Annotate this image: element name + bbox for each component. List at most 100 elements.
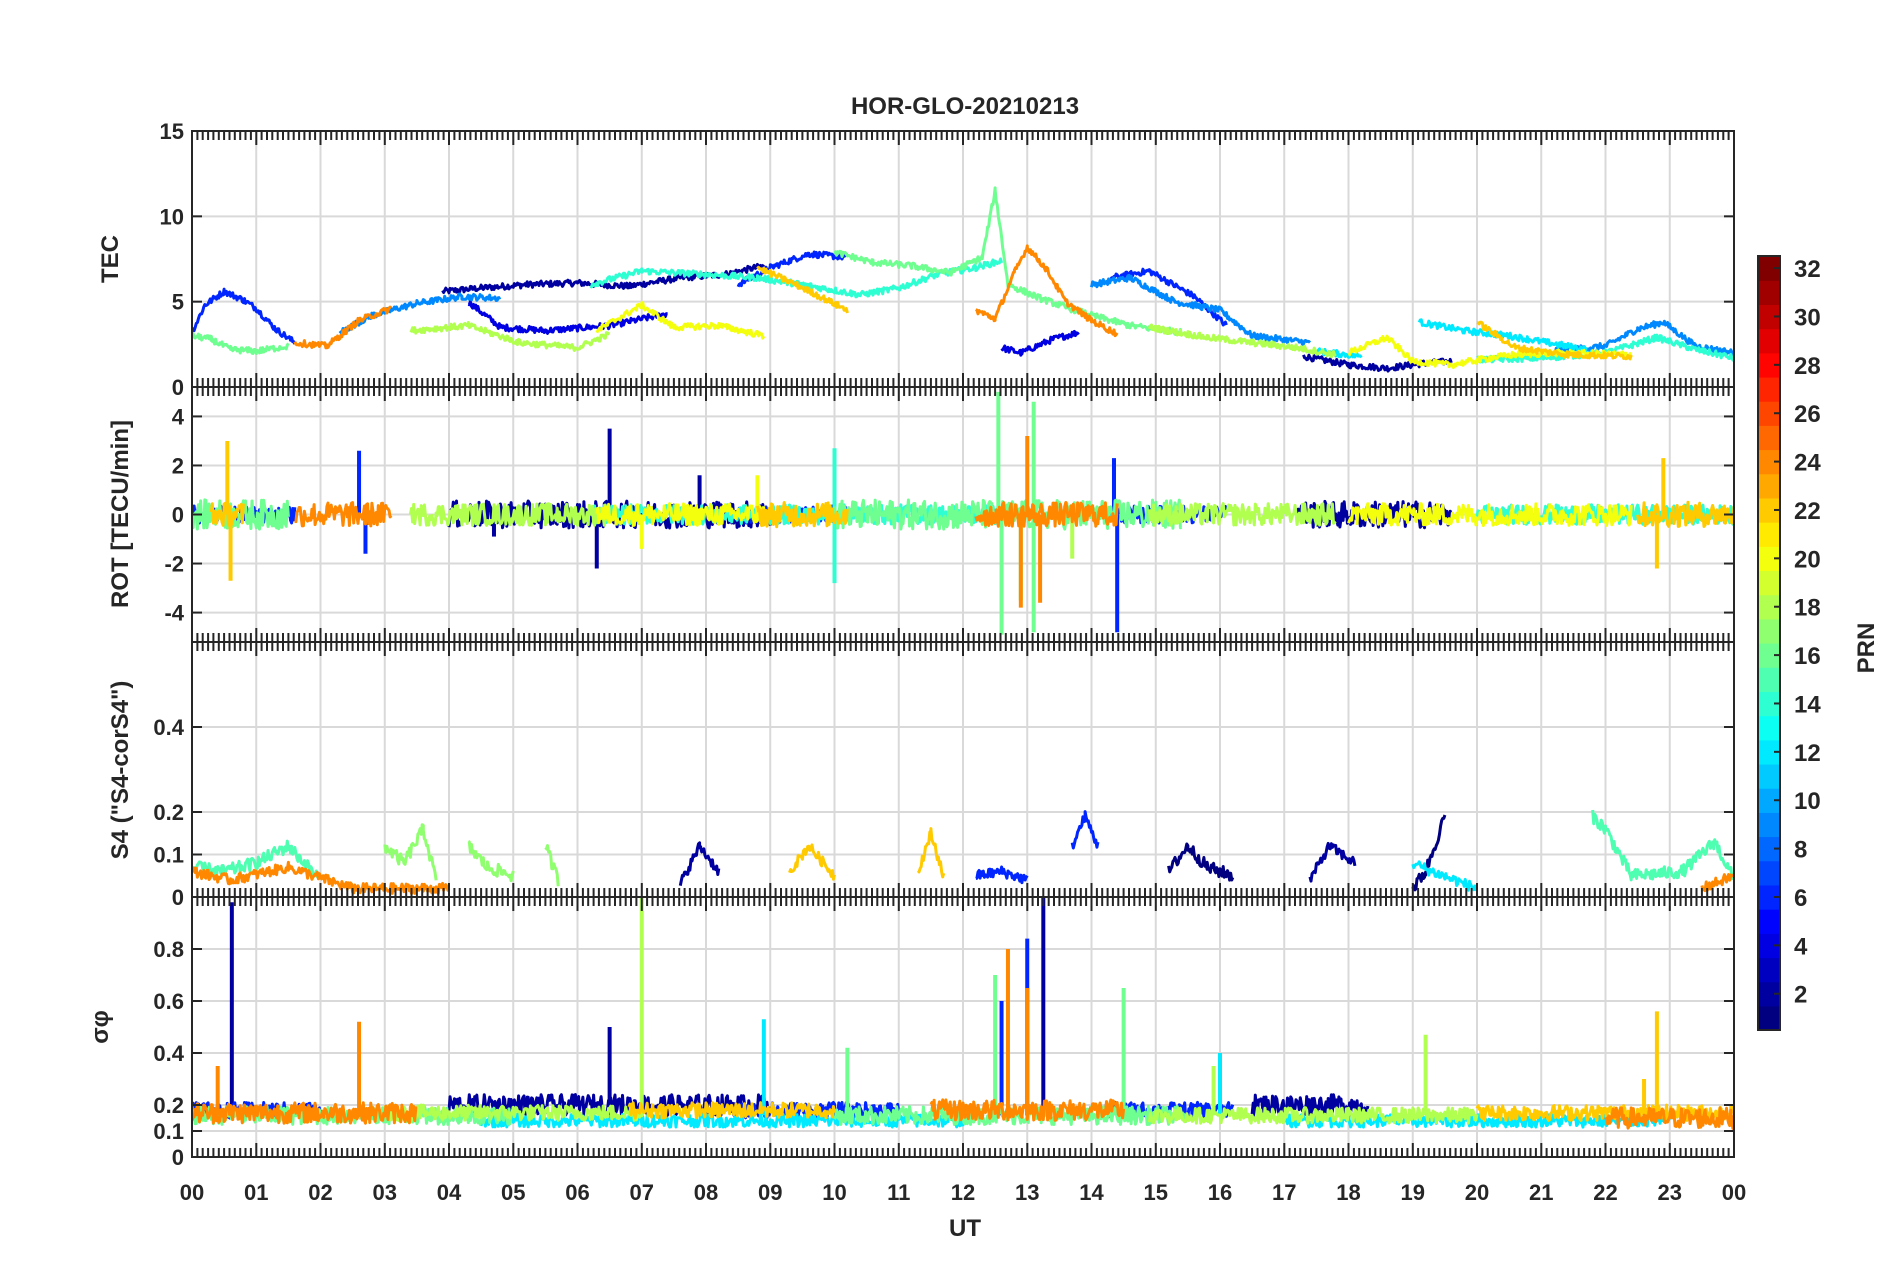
colorbar-swatch xyxy=(1758,449,1780,475)
x-tick-label: 00 xyxy=(1722,1180,1746,1205)
y-tick-label: 2 xyxy=(172,453,184,478)
colorbar-swatch xyxy=(1758,497,1780,523)
x-tick-label: 16 xyxy=(1208,1180,1232,1205)
series-line-prn-6 xyxy=(192,287,297,345)
panel-s4: 0 0.1 0.2 0.4 S4 ("S4-corS4") xyxy=(107,641,1735,910)
grid-s4 xyxy=(192,642,1734,897)
y-tick-label: 0 xyxy=(172,1145,184,1170)
colorbar-tick-label: 28 xyxy=(1794,353,1821,380)
series-sigma xyxy=(192,897,1734,1130)
colorbar-swatch xyxy=(1758,957,1780,983)
y-tick-label: 15 xyxy=(160,119,184,144)
series-line-prn-4 xyxy=(467,299,668,335)
x-tick-label: 05 xyxy=(501,1180,525,1205)
colorbar-swatch xyxy=(1758,981,1780,1007)
colorbar-swatch xyxy=(1758,546,1780,572)
series-line-prn-17 xyxy=(467,839,515,883)
colorbar-tick-label: 24 xyxy=(1794,450,1821,477)
colorbar-tick-label: 8 xyxy=(1794,837,1807,864)
y-axis-label-sigma: σφ xyxy=(87,1010,114,1044)
series-line-prn-22 xyxy=(756,265,849,314)
series-line-prn-12 xyxy=(1411,860,1478,892)
colorbar-swatch xyxy=(1758,473,1780,499)
y-tick-label: 0.6 xyxy=(153,989,184,1014)
series-line-prn-18 xyxy=(409,321,611,352)
colorbar-swatch xyxy=(1758,376,1780,402)
series-line-prn-22 xyxy=(627,1101,836,1120)
colorbar-swatch xyxy=(1758,304,1780,330)
series-line-prn-12 xyxy=(1417,318,1588,353)
series-line-prn-6 xyxy=(1109,267,1228,327)
colorbar-swatch xyxy=(1758,352,1780,378)
series-line-prn-6 xyxy=(736,250,848,288)
x-tick-label: 23 xyxy=(1658,1180,1682,1205)
series-line-prn-18 xyxy=(383,1103,644,1123)
series-line-prn-20 xyxy=(595,301,766,340)
series-line-prn-17 xyxy=(544,844,560,887)
series-line-prn-18 xyxy=(408,502,612,527)
series-line-prn-4 xyxy=(1000,329,1080,357)
colorbar-swatch xyxy=(1758,812,1780,838)
x-tick-label: 21 xyxy=(1529,1180,1553,1205)
series-line-prn-22 xyxy=(1476,320,1633,361)
series-line-prn-24 xyxy=(974,501,1119,528)
y-axis-label-tec: TEC xyxy=(97,235,124,283)
y-tick-label: 0 xyxy=(172,375,184,400)
colorbar-swatch xyxy=(1758,643,1780,668)
y-axis-label-s4: S4 ("S4-corS4") xyxy=(107,681,134,860)
x-tick-label: 17 xyxy=(1272,1180,1296,1205)
series-line-prn-15 xyxy=(192,839,322,881)
y-tick-label: 0.1 xyxy=(153,843,184,868)
colorbar-tick-label: 18 xyxy=(1794,595,1821,622)
colorbar-swatch xyxy=(1758,256,1780,281)
colorbar-swatch xyxy=(1758,522,1780,547)
series-line-prn-2 xyxy=(678,841,721,886)
panel-rot: -4 -2 0 2 4 ROT [TECU/min] xyxy=(107,386,1735,643)
series-rot xyxy=(192,391,1734,635)
series-line-prn-18 xyxy=(1147,502,1337,527)
x-tick-label: 02 xyxy=(308,1180,332,1205)
colorbar-swatch xyxy=(1758,425,1780,451)
colorbar-swatch xyxy=(1758,715,1780,741)
chart-title: HOR-GLO-20210213 xyxy=(851,93,1079,120)
y-tick-label: 0 xyxy=(172,885,184,910)
series-line-prn-1 xyxy=(1411,814,1447,892)
series-line-prn-22 xyxy=(1636,500,1734,528)
series-s4 xyxy=(192,809,1734,896)
x-tick-label: 03 xyxy=(373,1180,397,1205)
x-tick-label: 07 xyxy=(630,1180,654,1205)
series-line-prn-15 xyxy=(1591,809,1734,882)
colorbar-tick-label: 10 xyxy=(1794,788,1821,815)
colorbar-tick-label: 6 xyxy=(1794,885,1807,912)
x-tick-label: 19 xyxy=(1401,1180,1425,1205)
x-tick-label: 00 xyxy=(180,1180,204,1205)
colorbar-swatch xyxy=(1758,1005,1780,1031)
x-tick-label: 09 xyxy=(758,1180,782,1205)
x-minor-ticks-sigma xyxy=(191,897,1735,1157)
colorbar-tick-label: 30 xyxy=(1794,304,1821,331)
colorbar-swatch xyxy=(1758,739,1780,765)
y-tick-label: 0.4 xyxy=(153,1041,184,1066)
colorbar-swatch xyxy=(1758,763,1780,789)
series-line-prn-9 xyxy=(1090,273,1312,347)
colorbar-tick-label: 2 xyxy=(1794,982,1807,1009)
colorbar-swatch xyxy=(1758,884,1780,910)
series-line-prn-22 xyxy=(916,827,946,879)
series-tec xyxy=(192,186,1734,373)
x-tick-label: 20 xyxy=(1465,1180,1489,1205)
series-line-prn-24 xyxy=(1604,1106,1734,1130)
series-line-prn-24 xyxy=(192,1101,418,1125)
y-tick-label: 4 xyxy=(172,404,185,429)
x-tick-label: 11 xyxy=(887,1180,910,1205)
series-line-prn-16 xyxy=(192,331,290,355)
colorbar-swatch xyxy=(1758,860,1780,886)
colorbar-swatch xyxy=(1758,788,1780,813)
x-tick-label: 13 xyxy=(1015,1180,1039,1205)
colorbar-swatch xyxy=(1758,836,1780,862)
series-line-prn-20 xyxy=(1347,502,1633,527)
series-line-prn-24 xyxy=(294,501,393,528)
x-tick-label: 01 xyxy=(244,1180,268,1205)
series-line-prn-1 xyxy=(1167,842,1235,882)
